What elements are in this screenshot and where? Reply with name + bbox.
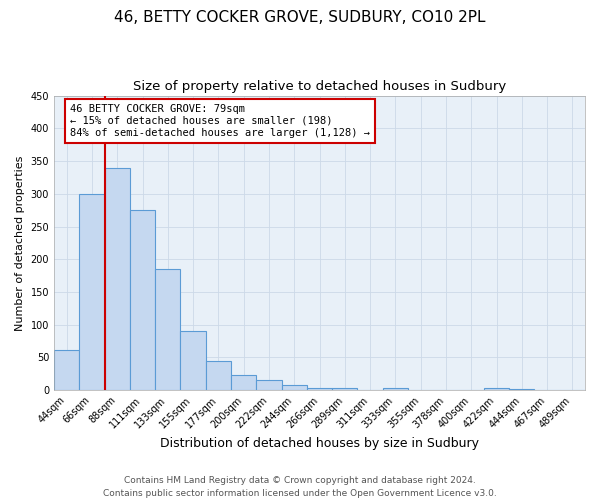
Bar bbox=[307, 388, 332, 390]
Bar bbox=[256, 380, 281, 390]
Bar bbox=[281, 385, 307, 390]
X-axis label: Distribution of detached houses by size in Sudbury: Distribution of detached houses by size … bbox=[160, 437, 479, 450]
Text: Contains HM Land Registry data © Crown copyright and database right 2024.
Contai: Contains HM Land Registry data © Crown c… bbox=[103, 476, 497, 498]
Bar bbox=[155, 269, 181, 390]
Bar bbox=[130, 210, 155, 390]
Bar bbox=[484, 388, 509, 390]
Y-axis label: Number of detached properties: Number of detached properties bbox=[15, 155, 25, 330]
Bar bbox=[509, 389, 535, 390]
Bar bbox=[54, 350, 79, 390]
Text: 46, BETTY COCKER GROVE, SUDBURY, CO10 2PL: 46, BETTY COCKER GROVE, SUDBURY, CO10 2P… bbox=[114, 10, 486, 25]
Text: 46 BETTY COCKER GROVE: 79sqm
← 15% of detached houses are smaller (198)
84% of s: 46 BETTY COCKER GROVE: 79sqm ← 15% of de… bbox=[70, 104, 370, 138]
Bar bbox=[231, 375, 256, 390]
Title: Size of property relative to detached houses in Sudbury: Size of property relative to detached ho… bbox=[133, 80, 506, 93]
Bar bbox=[332, 388, 358, 390]
Bar bbox=[383, 388, 408, 390]
Bar bbox=[206, 360, 231, 390]
Bar bbox=[104, 168, 130, 390]
Bar bbox=[181, 332, 206, 390]
Bar bbox=[79, 194, 104, 390]
